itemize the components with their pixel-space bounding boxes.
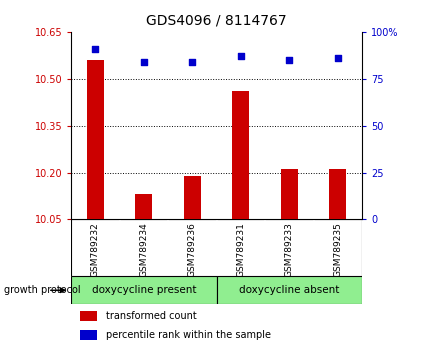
Bar	[232, 91, 249, 219]
Text: growth protocol: growth protocol	[4, 285, 81, 295]
Text: GSM789235: GSM789235	[332, 222, 341, 277]
Title: GDS4096 / 8114767: GDS4096 / 8114767	[146, 14, 286, 28]
Bar	[184, 176, 200, 219]
Bar	[87, 60, 104, 219]
Bar	[329, 170, 345, 219]
Text: percentile rank within the sample: percentile rank within the sample	[106, 330, 270, 340]
Bar	[80, 311, 97, 321]
Point	[285, 57, 292, 63]
Text: doxycycline absent: doxycycline absent	[239, 285, 339, 295]
Bar	[216, 276, 361, 304]
Text: GSM789234: GSM789234	[139, 222, 148, 277]
Text: transformed count: transformed count	[106, 311, 197, 321]
Point	[188, 59, 195, 65]
Point	[237, 53, 244, 59]
Bar	[71, 276, 216, 304]
Bar	[135, 194, 152, 219]
Text: GSM789233: GSM789233	[284, 222, 293, 277]
Point	[92, 46, 98, 52]
Text: GSM789232: GSM789232	[91, 222, 100, 277]
Text: GSM789236: GSM789236	[187, 222, 197, 277]
Point	[334, 55, 341, 61]
Text: GSM789231: GSM789231	[236, 222, 245, 277]
Point	[140, 59, 147, 65]
Bar	[280, 170, 297, 219]
Text: doxycycline present: doxycycline present	[92, 285, 196, 295]
Bar	[80, 330, 97, 340]
